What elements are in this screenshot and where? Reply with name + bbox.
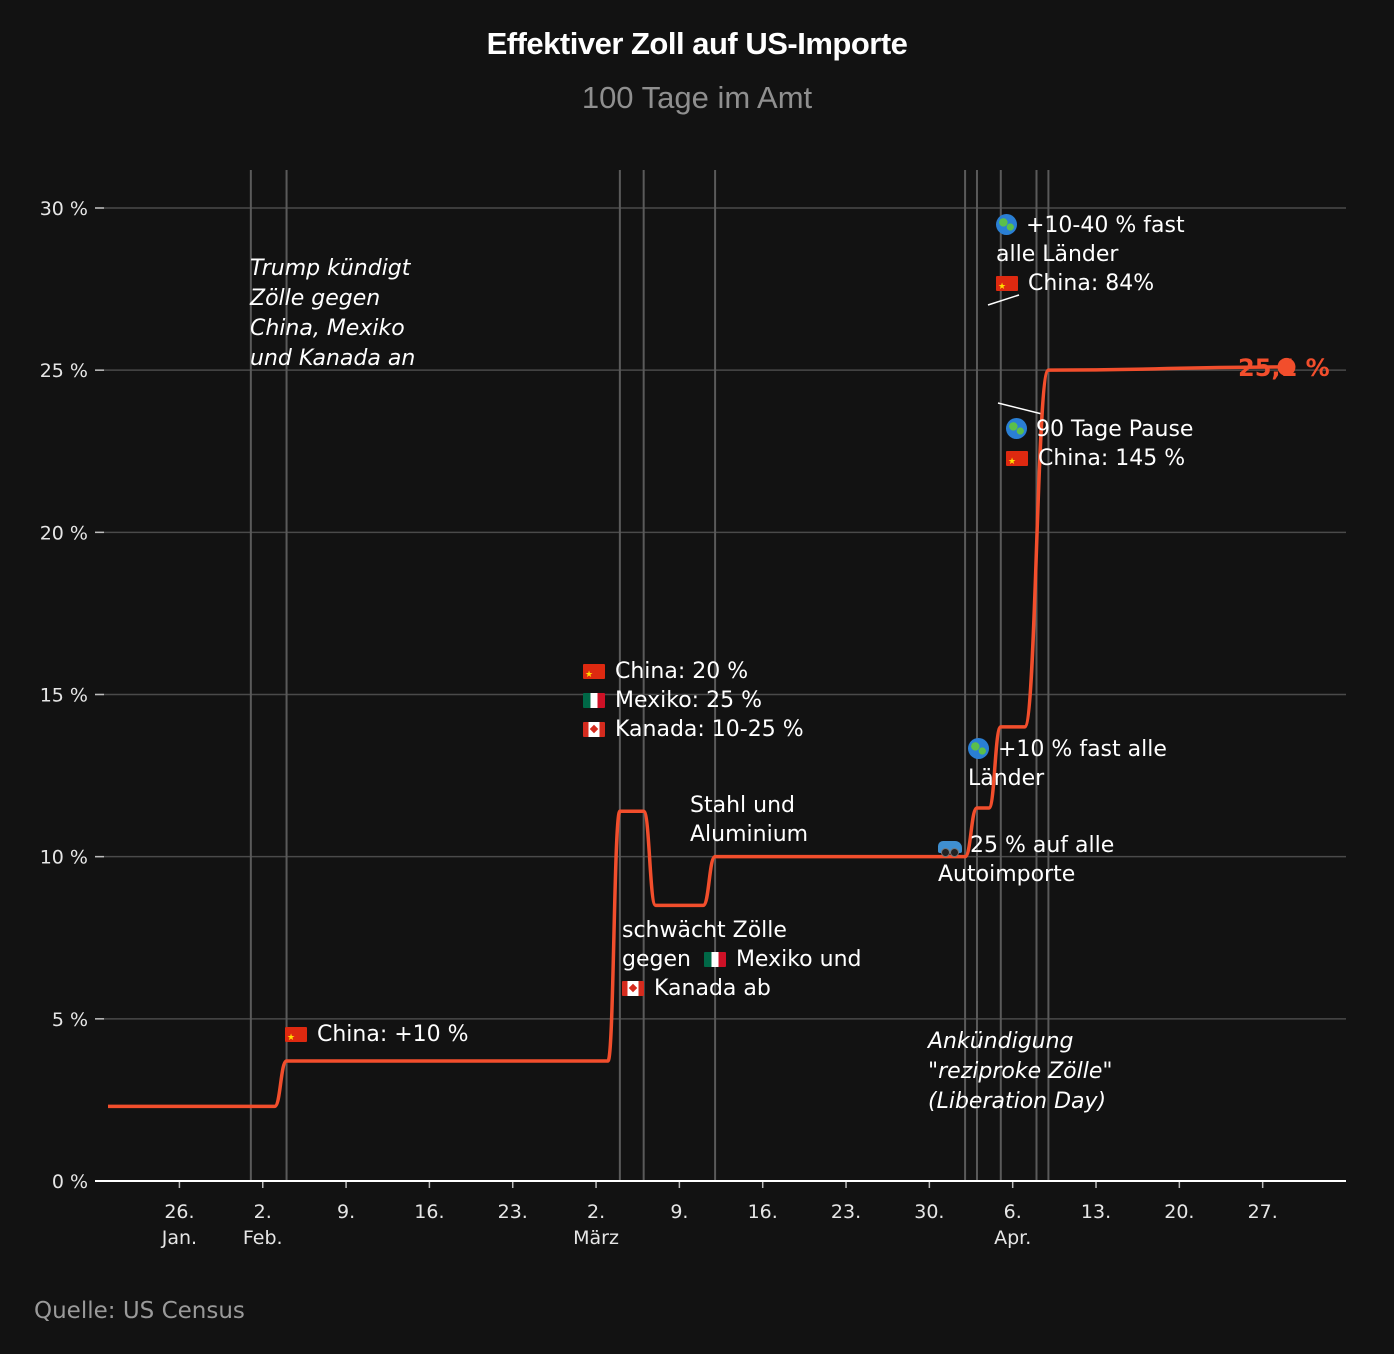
x-tick-label: 16.	[414, 1201, 444, 1223]
china-flag-icon	[996, 276, 1018, 291]
x-tick-sublabel: März	[573, 1227, 619, 1249]
mexico-flag-icon	[703, 952, 726, 967]
annotation-text: China: +10 %	[317, 1022, 469, 1047]
x-tick-sublabel: Feb.	[243, 1227, 283, 1249]
annotation-90-day-pause: 90 Tage Pause China: 145 %	[1006, 415, 1193, 473]
y-tick-label: 20 %	[40, 522, 88, 544]
annotation-line: Ankündigung	[928, 1029, 1074, 1054]
end-value-label: 25,1 %	[1238, 354, 1330, 382]
annotation-line: und Kanada an	[250, 346, 416, 371]
annotation-leaders	[987, 294, 1043, 415]
annotation-line: Länder	[968, 766, 1045, 791]
annotation-liberation-day: Ankündigung "reziproke Zölle" (Liberatio…	[928, 1027, 1113, 1117]
annotation-line: alle Länder	[996, 242, 1119, 267]
annotation-line: (Liberation Day)	[928, 1089, 1107, 1114]
chart-title: Effektiver Zoll auf US-Importe	[486, 26, 908, 61]
mexico-flag-icon	[583, 693, 605, 708]
y-tick-label: 10 %	[40, 847, 88, 869]
annotation-10-all-countries: +10 % fast alle Länder	[968, 735, 1167, 793]
car-icon	[938, 841, 962, 857]
chart-subtitle: 100 Tage im Amt	[581, 80, 813, 115]
annotation-text: Kanada: 10-25 %	[615, 717, 804, 742]
x-tick-label: 26.	[164, 1201, 194, 1223]
annotation-line: China, Mexiko	[250, 316, 405, 341]
annotation-text: +10 % fast alle	[998, 737, 1167, 762]
annotation-text: Mexiko: 25 %	[615, 688, 762, 713]
event-lines	[249, 170, 1050, 1181]
china-flag-icon	[1006, 451, 1028, 466]
annotation-steel-aluminium: Stahl und Aluminium	[690, 791, 808, 849]
globe-icon	[996, 214, 1017, 235]
annotation-line: Trump kündigt	[250, 256, 411, 281]
annotation-text: Mexiko und	[735, 947, 862, 972]
y-tick-label: 5 %	[52, 1009, 88, 1031]
china-flag-icon	[285, 1027, 307, 1042]
x-tick-label: 13.	[1081, 1201, 1111, 1223]
canada-flag-icon	[583, 722, 605, 737]
annotation-auto-imports: 25 % auf alle Autoimporte	[938, 831, 1114, 889]
annotation-china-10: China: +10 %	[285, 1020, 469, 1049]
x-tick-label: 16.	[748, 1201, 778, 1223]
annotation-line: Autoimporte	[938, 862, 1076, 887]
globe-icon	[968, 738, 989, 759]
source-note: Quelle: US Census	[34, 1298, 245, 1324]
globe-icon	[1006, 418, 1027, 439]
x-tick-label: 27.	[1248, 1201, 1278, 1223]
y-tick-label: 0 %	[52, 1171, 88, 1193]
x-tick-sublabel: Apr.	[994, 1227, 1031, 1249]
annotation-line: "reziproke Zölle"	[928, 1059, 1113, 1084]
grid-lines	[95, 207, 1346, 1020]
canada-flag-icon	[622, 981, 644, 996]
annotation-line: schwächt Zölle	[622, 918, 787, 943]
annotation-trump-announces: Trump kündigt Zölle gegen China, Mexiko …	[250, 254, 415, 374]
x-tick-label: 6.	[1004, 1201, 1022, 1223]
end-point-marker	[1277, 357, 1296, 376]
annotation-text: gegen	[622, 947, 691, 972]
annotation-text: 90 Tage Pause	[1036, 417, 1194, 442]
y-tick-label: 30 %	[40, 198, 88, 220]
annotation-march-tariffs: China: 20 % Mexiko: 25 % Kanada: 10-25 %	[583, 657, 804, 744]
annotation-line: Zölle gegen	[250, 286, 381, 311]
x-tick-label: 23.	[498, 1201, 528, 1223]
x-tick-label: 30.	[914, 1201, 944, 1223]
x-tick-label: 2.	[254, 1201, 272, 1223]
china-flag-icon	[583, 664, 605, 679]
annotation-text: 25 % auf alle	[970, 833, 1115, 858]
annotation-text: Kanada ab	[654, 976, 771, 1001]
annotation-weakens-tariffs: schwächt Zölle gegen Mexiko und Kanada a…	[622, 916, 861, 1003]
annotation-line: Stahl und	[690, 793, 795, 818]
y-axis: 0 % 5 % 10 % 15 % 20 % 25 % 30 %	[40, 198, 1346, 1193]
annotation-text: China: 145 %	[1038, 446, 1186, 471]
annotation-text: +10-40 % fast	[1026, 213, 1185, 238]
x-tick-label: 2.	[587, 1201, 605, 1223]
annotation-leader-line	[997, 402, 1043, 415]
x-axis: 26. Jan. 2. Feb. 9. 16. 23. 2. März 9. 16. 23. 30. 6.…	[161, 1181, 1278, 1249]
x-tick-label: 23.	[831, 1201, 861, 1223]
annotation-text: China: 84%	[1028, 271, 1155, 296]
annotation-reciprocal-tariffs: +10-40 % fast alle Länder China: 84%	[996, 211, 1185, 298]
x-tick-label: 9.	[670, 1201, 688, 1223]
x-tick-sublabel: Jan.	[161, 1227, 197, 1249]
y-tick-label: 25 %	[40, 360, 88, 382]
x-tick-label: 20.	[1164, 1201, 1194, 1223]
y-tick-label: 15 %	[40, 685, 88, 707]
x-tick-label: 9.	[337, 1201, 355, 1223]
annotation-line: Aluminium	[690, 822, 809, 847]
tariff-series-line	[108, 365, 1287, 1109]
annotation-leader-line	[987, 294, 1020, 306]
annotation-text: China: 20 %	[615, 659, 749, 684]
